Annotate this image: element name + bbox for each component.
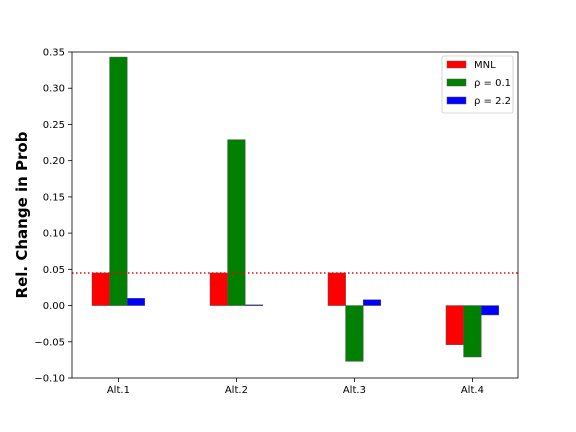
bars-group <box>91 56 500 362</box>
y-tick-label: 0.15 <box>43 192 65 203</box>
y-tick-label: 0.30 <box>43 84 65 95</box>
y-tick-label: −0.05 <box>34 337 65 348</box>
bar-alt1-series-3 <box>126 298 146 306</box>
legend: MNL ρ = 0.1 ρ = 2.2 <box>441 55 514 114</box>
y-axis-label: Rel. Change in Prob <box>13 131 31 298</box>
bar-alt3-series-3 <box>362 299 382 306</box>
x-tick-label: Alt.2 <box>225 385 248 396</box>
bar-alt4-series-2 <box>463 305 482 358</box>
legend-swatch <box>446 96 467 105</box>
y-tick-label: −0.10 <box>34 374 65 385</box>
legend-label: ρ = 0.1 <box>474 78 511 89</box>
bar-alt4-series-3 <box>480 305 500 316</box>
legend-swatch <box>446 78 467 87</box>
x-tick-label: Alt.1 <box>107 385 130 396</box>
x-tick-label: Alt.4 <box>461 385 484 396</box>
y-tick-label: 0.25 <box>43 120 65 131</box>
bar-alt1-series-1 <box>91 272 110 306</box>
bar-alt2-series-2 <box>227 139 246 306</box>
y-tick-label: 0.20 <box>43 156 65 167</box>
x-tick-label: Alt.3 <box>343 385 366 396</box>
bar-alt3-series-2 <box>345 305 364 362</box>
y-tick-label: 0.35 <box>43 48 65 59</box>
x-axis: Alt.1 Alt.2 Alt.3 Alt.4 <box>107 378 484 396</box>
legend-label: MNL <box>474 60 496 71</box>
y-tick-label: 0.00 <box>43 301 65 312</box>
bar-alt2-series-3 <box>244 304 264 306</box>
bar-alt4-series-1 <box>445 305 464 345</box>
bar-alt3-series-1 <box>327 272 346 306</box>
y-axis: −0.10 −0.05 0.00 0.05 0.10 0.15 0.20 0.25 0.30 0.… <box>34 48 72 385</box>
bar-alt1-series-2 <box>109 56 128 306</box>
legend-swatch <box>446 60 467 69</box>
y-tick-label: 0.10 <box>43 229 65 240</box>
plot-frame <box>71 51 519 379</box>
legend-label: ρ = 2.2 <box>474 96 511 107</box>
y-tick-label: 0.05 <box>43 265 65 276</box>
bar-alt2-series-1 <box>209 272 228 306</box>
